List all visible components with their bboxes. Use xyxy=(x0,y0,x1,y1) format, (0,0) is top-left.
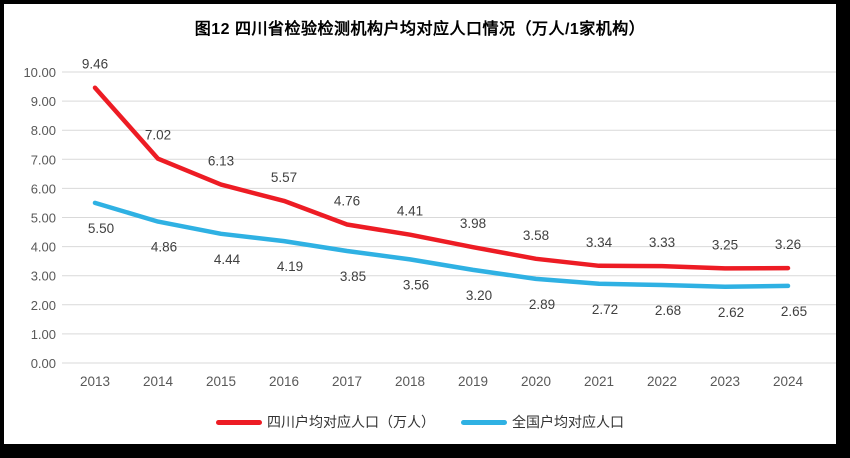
y-tick-label: 3.00 xyxy=(31,269,56,284)
data-label-0: 5.57 xyxy=(271,170,297,185)
y-tick-label: 4.00 xyxy=(31,240,56,255)
page-edge-top xyxy=(0,0,850,4)
y-tick-label: 5.00 xyxy=(31,211,56,226)
data-label-0: 3.34 xyxy=(586,235,613,250)
x-tick-label: 2022 xyxy=(647,374,677,389)
x-tick-label: 2024 xyxy=(773,374,804,389)
x-tick-label: 2023 xyxy=(710,374,740,389)
data-label-1: 2.62 xyxy=(718,305,744,320)
data-label-1: 2.89 xyxy=(529,297,555,312)
data-label-1: 2.68 xyxy=(655,303,681,318)
data-label-0: 3.33 xyxy=(649,235,675,250)
x-tick-label: 2013 xyxy=(80,374,110,389)
legend-label-sichuan: 四川户均对应人口（万人） xyxy=(267,414,435,430)
page-edge-bottom xyxy=(0,444,850,458)
data-label-0: 3.25 xyxy=(712,237,738,252)
data-label-0: 6.13 xyxy=(208,154,234,169)
data-label-1: 5.50 xyxy=(88,221,114,236)
data-label-0: 3.26 xyxy=(775,237,801,252)
data-label-0: 7.02 xyxy=(145,128,171,143)
data-label-1: 3.56 xyxy=(403,277,429,292)
data-label-1: 3.20 xyxy=(466,288,492,303)
data-label-0: 9.46 xyxy=(82,57,108,72)
series-line-1 xyxy=(92,200,791,290)
data-label-0: 3.98 xyxy=(460,216,486,231)
y-tick-label: 2.00 xyxy=(31,298,56,313)
x-tick-label: 2021 xyxy=(584,374,614,389)
y-tick-label: 1.00 xyxy=(31,327,56,342)
data-label-1: 2.65 xyxy=(781,304,807,319)
legend-label-national: 全国户均对应人口 xyxy=(512,414,624,430)
chart-legend: 四川户均对应人口（万人） 全国户均对应人口 xyxy=(4,412,836,432)
data-label-1: 4.86 xyxy=(151,240,177,255)
data-label-1: 3.85 xyxy=(340,269,366,284)
y-tick-label: 9.00 xyxy=(31,94,56,109)
legend-item-national: 全国户均对应人口 xyxy=(461,412,624,432)
x-tick-label: 2017 xyxy=(332,374,362,389)
series-line-0 xyxy=(92,85,791,271)
y-tick-label: 6.00 xyxy=(31,181,56,196)
x-tick-label: 2016 xyxy=(269,374,299,389)
y-tick-label: 10.00 xyxy=(23,65,56,80)
page-edge-right xyxy=(836,0,850,458)
page-edge-left xyxy=(0,0,4,458)
data-label-0: 4.76 xyxy=(334,193,360,208)
data-label-0: 3.58 xyxy=(523,228,549,243)
data-label-1: 2.72 xyxy=(592,302,618,317)
x-tick-label: 2019 xyxy=(458,374,488,389)
data-label-1: 4.19 xyxy=(277,259,303,274)
y-tick-label: 8.00 xyxy=(31,123,56,138)
legend-line-swatch-sichuan xyxy=(216,419,262,425)
y-tick-label: 0.00 xyxy=(31,356,56,371)
y-tick-label: 7.00 xyxy=(31,152,56,167)
data-label-1: 4.44 xyxy=(214,252,241,267)
x-tick-label: 2014 xyxy=(143,374,174,389)
x-tick-label: 2015 xyxy=(206,374,236,389)
legend-item-sichuan: 四川户均对应人口（万人） xyxy=(216,412,435,432)
legend-line-swatch-national xyxy=(461,419,507,425)
x-tick-label: 2020 xyxy=(521,374,551,389)
x-tick-label: 2018 xyxy=(395,374,425,389)
data-label-0: 4.41 xyxy=(397,204,423,219)
chart-title: 图12 四川省检验检测机构户均对应人口情况（万人/1家机构） xyxy=(194,21,646,38)
